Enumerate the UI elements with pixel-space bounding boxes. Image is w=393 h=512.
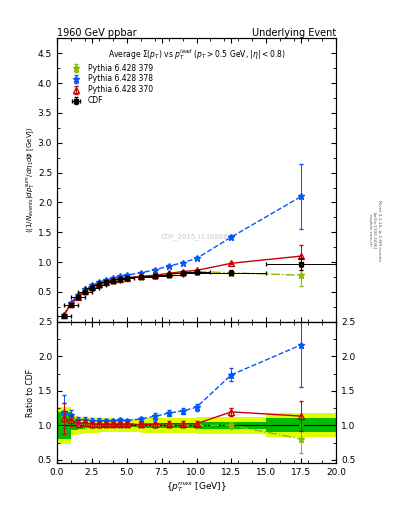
Y-axis label: Ratio to CDF: Ratio to CDF [26, 369, 35, 417]
Text: Rivet 3.1.10, ≥ 2.6M events: Rivet 3.1.10, ≥ 2.6M events [377, 200, 381, 261]
Text: CDF_2015_I1388868: CDF_2015_I1388868 [160, 233, 233, 240]
Text: 1960 GeV ppbar: 1960 GeV ppbar [57, 28, 137, 38]
Text: mcplots.cern.ch: mcplots.cern.ch [367, 214, 371, 247]
X-axis label: $\{p_T^{max}$ [GeV]$\}$: $\{p_T^{max}$ [GeV]$\}$ [166, 480, 227, 494]
Text: Average $\Sigma(p_T)$ vs $p_T^{lead}$ ($p_T > 0.5$ GeV, $|\eta| < 0.8$): Average $\Sigma(p_T)$ vs $p_T^{lead}$ ($… [108, 47, 285, 62]
Y-axis label: $\langle(1/N_{events}) dp_T^{sum}/d\eta_1 d\phi$ [GeV]$\rangle$: $\langle(1/N_{events}) dp_T^{sum}/d\eta_… [24, 126, 37, 233]
Text: [arXiv:1306.3436]: [arXiv:1306.3436] [372, 212, 376, 249]
Text: Underlying Event: Underlying Event [252, 28, 336, 38]
Legend: Pythia 6.428 379, Pythia 6.428 378, Pythia 6.428 370, CDF: Pythia 6.428 379, Pythia 6.428 378, Pyth… [66, 62, 154, 107]
